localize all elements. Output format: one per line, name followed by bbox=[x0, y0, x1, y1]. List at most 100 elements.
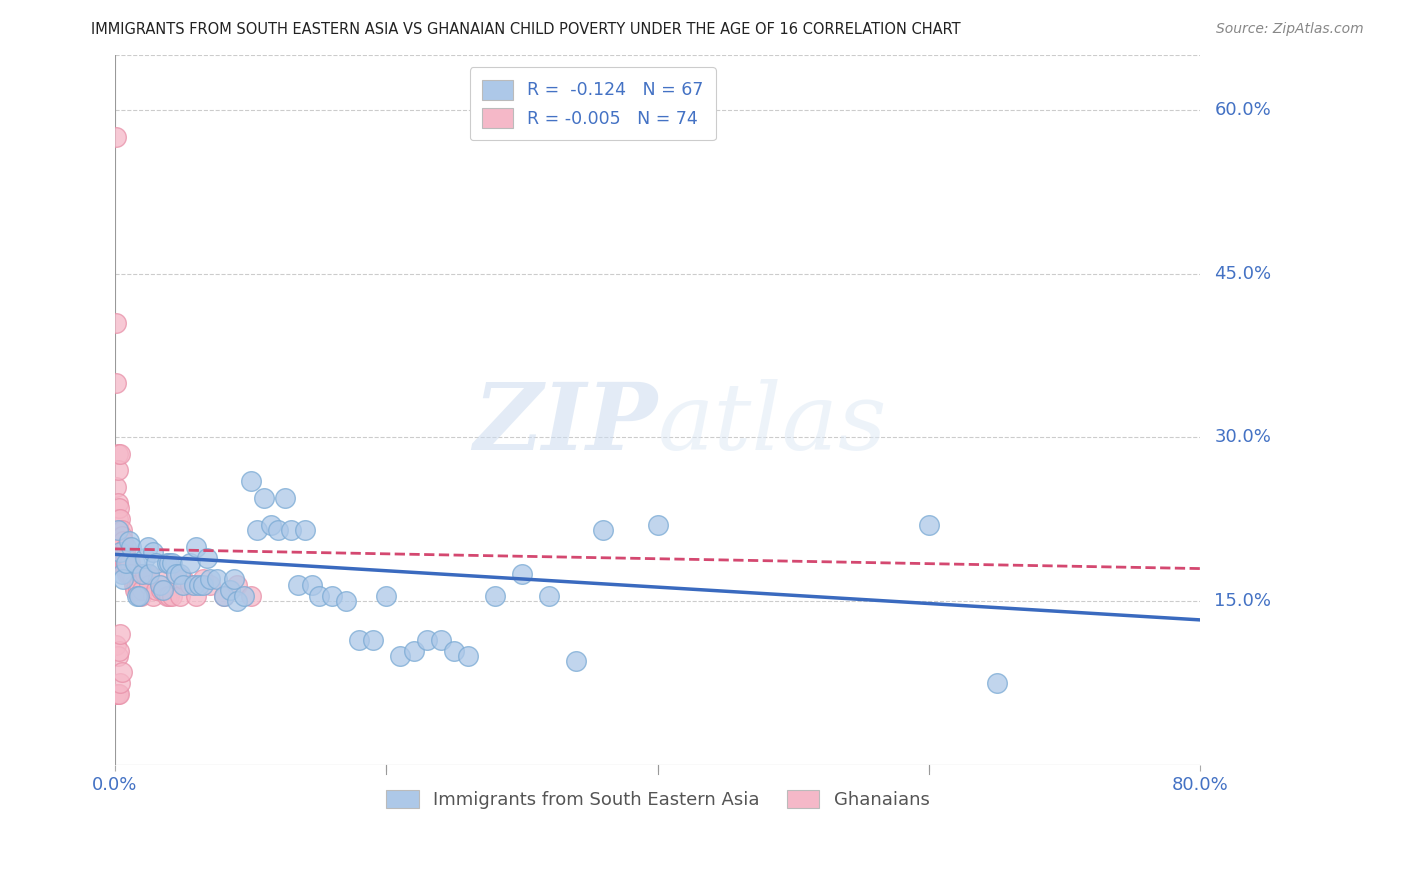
Point bbox=[335, 594, 357, 608]
Point bbox=[457, 648, 479, 663]
Point bbox=[110, 545, 132, 559]
Point bbox=[108, 545, 131, 559]
Point bbox=[112, 545, 135, 559]
Point bbox=[111, 550, 134, 565]
Point bbox=[149, 578, 172, 592]
Point bbox=[138, 578, 160, 592]
Point bbox=[107, 512, 129, 526]
Point bbox=[402, 643, 425, 657]
Point bbox=[186, 589, 208, 603]
Point bbox=[301, 578, 323, 592]
Point bbox=[110, 676, 132, 690]
Point bbox=[169, 567, 191, 582]
Point bbox=[110, 447, 132, 461]
Point bbox=[134, 550, 156, 565]
Point bbox=[111, 524, 134, 538]
Point bbox=[108, 524, 131, 538]
Point bbox=[112, 556, 135, 570]
Point bbox=[183, 578, 205, 592]
Point bbox=[121, 573, 143, 587]
Point bbox=[114, 556, 136, 570]
Point bbox=[107, 447, 129, 461]
Text: Source: ZipAtlas.com: Source: ZipAtlas.com bbox=[1216, 22, 1364, 37]
Point bbox=[152, 583, 174, 598]
Point bbox=[105, 376, 128, 390]
Text: atlas: atlas bbox=[658, 379, 887, 469]
Point bbox=[142, 545, 165, 559]
Point bbox=[273, 491, 295, 505]
Point bbox=[128, 578, 150, 592]
Point bbox=[361, 632, 384, 647]
Point bbox=[226, 594, 249, 608]
Point bbox=[105, 638, 128, 652]
Point bbox=[308, 589, 330, 603]
Point bbox=[131, 583, 153, 598]
Point bbox=[125, 589, 148, 603]
Point bbox=[219, 583, 242, 598]
Point bbox=[153, 583, 176, 598]
Point bbox=[115, 567, 138, 582]
Point bbox=[239, 589, 262, 603]
Point bbox=[232, 589, 254, 603]
Point bbox=[134, 567, 156, 582]
Text: 60.0%: 60.0% bbox=[1215, 101, 1271, 119]
Point bbox=[124, 556, 146, 570]
Point bbox=[294, 524, 316, 538]
Point bbox=[115, 556, 138, 570]
Point bbox=[117, 556, 139, 570]
Point bbox=[108, 687, 131, 701]
Point bbox=[108, 643, 131, 657]
Point bbox=[105, 130, 128, 145]
Point bbox=[193, 578, 215, 592]
Point bbox=[565, 655, 588, 669]
Point bbox=[111, 540, 134, 554]
Point bbox=[416, 632, 439, 647]
Point bbox=[198, 573, 221, 587]
Point bbox=[443, 643, 465, 657]
Point bbox=[105, 316, 128, 330]
Point bbox=[110, 550, 132, 565]
Point bbox=[138, 567, 160, 582]
Point bbox=[287, 578, 309, 592]
Point bbox=[110, 627, 132, 641]
Text: 45.0%: 45.0% bbox=[1215, 265, 1271, 283]
Legend: Immigrants from South Eastern Asia, Ghanaians: Immigrants from South Eastern Asia, Ghan… bbox=[378, 783, 936, 816]
Point bbox=[105, 480, 128, 494]
Point bbox=[122, 578, 145, 592]
Point bbox=[114, 545, 136, 559]
Point bbox=[136, 540, 159, 554]
Point bbox=[107, 463, 129, 477]
Point bbox=[349, 632, 371, 647]
Point bbox=[117, 534, 139, 549]
Text: IMMIGRANTS FROM SOUTH EASTERN ASIA VS GHANAIAN CHILD POVERTY UNDER THE AGE OF 16: IMMIGRANTS FROM SOUTH EASTERN ASIA VS GH… bbox=[91, 22, 962, 37]
Point bbox=[127, 583, 149, 598]
Point bbox=[142, 589, 165, 603]
Point bbox=[321, 589, 343, 603]
Point bbox=[157, 556, 180, 570]
Point bbox=[212, 589, 235, 603]
Point bbox=[112, 573, 135, 587]
Point bbox=[114, 561, 136, 575]
Point bbox=[115, 561, 138, 575]
Point bbox=[510, 567, 533, 582]
Point bbox=[125, 578, 148, 592]
Point bbox=[226, 578, 249, 592]
Point bbox=[165, 567, 187, 582]
Point bbox=[107, 524, 129, 538]
Point bbox=[111, 529, 134, 543]
Point bbox=[918, 517, 941, 532]
Point bbox=[148, 573, 170, 587]
Point bbox=[375, 589, 398, 603]
Point bbox=[128, 589, 150, 603]
Point bbox=[193, 573, 215, 587]
Point bbox=[107, 496, 129, 510]
Point bbox=[280, 524, 302, 538]
Point bbox=[155, 556, 177, 570]
Point bbox=[111, 665, 134, 680]
Point bbox=[986, 676, 1008, 690]
Point bbox=[224, 573, 246, 587]
Point bbox=[110, 540, 132, 554]
Point bbox=[110, 512, 132, 526]
Point bbox=[115, 550, 138, 565]
Point bbox=[429, 632, 451, 647]
